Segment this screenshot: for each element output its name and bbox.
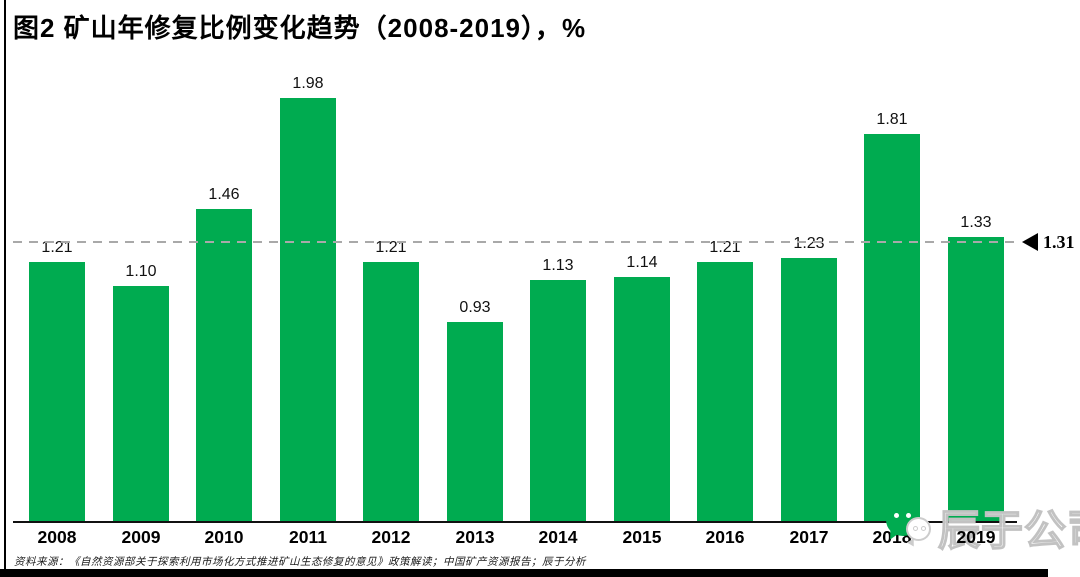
bar [113, 286, 169, 521]
chart-title: 图2 矿山年修复比例变化趋势（2008-2019），% [13, 13, 587, 43]
left-triangle-arrow-icon [1022, 233, 1038, 251]
x-axis-tick-label: 2010 [204, 527, 244, 547]
bar [864, 134, 920, 521]
bottom-bar [0, 569, 1048, 577]
wechat-eye [913, 526, 918, 531]
bar-value-label: 1.98 [292, 75, 324, 92]
bar-value-label: 1.13 [542, 257, 574, 274]
x-axis-tick-label: 2012 [371, 527, 411, 547]
wechat-eye [921, 526, 926, 531]
bar [447, 322, 503, 521]
left-border-line [4, 0, 6, 577]
wechat-eye [894, 513, 899, 518]
bar [781, 258, 837, 521]
x-axis-tick-label: 2016 [705, 527, 745, 547]
x-axis-tick-label: 2019 [956, 527, 996, 547]
bar-value-label: 1.33 [960, 214, 992, 231]
wechat-eye [906, 513, 911, 518]
x-axis-tick-label: 2013 [455, 527, 495, 547]
bar [530, 280, 586, 521]
x-axis-tick-label: 2017 [789, 527, 829, 547]
wechat-small-bubble [906, 517, 931, 541]
x-axis-tick-label: 2009 [121, 527, 161, 547]
bar-value-label: 1.21 [709, 239, 741, 256]
bar [196, 209, 252, 521]
bar [614, 277, 670, 521]
bar-value-label: 1.10 [125, 263, 157, 280]
x-axis-line [13, 521, 1017, 523]
reference-line [13, 241, 1017, 243]
bar [280, 98, 336, 521]
bar [29, 262, 85, 521]
x-axis-tick-label: 2011 [289, 527, 327, 547]
bar [697, 262, 753, 521]
bar-value-label: 1.21 [41, 239, 73, 256]
wechat-icon [884, 500, 940, 550]
bar-value-label: 1.14 [626, 254, 658, 271]
reference-line-label: 1.31 [1043, 232, 1075, 252]
x-axis-tick-label: 2014 [538, 527, 578, 547]
bar-value-label: 1.21 [375, 239, 407, 256]
x-axis-tick-label: 2015 [622, 527, 662, 547]
bar-value-label: 1.23 [793, 235, 825, 252]
bar-value-label: 0.93 [459, 299, 491, 316]
bar [363, 262, 419, 521]
bar-value-label: 1.46 [208, 186, 240, 203]
bar-value-label: 1.81 [876, 111, 908, 128]
watermark-text: 辰于公司 [937, 506, 1080, 555]
source-note: 资料来源：《自然资源部关于探索利用市场化方式推进矿山生态修复的意见》政策解读；中… [14, 557, 586, 568]
bar [948, 237, 1004, 521]
x-axis-tick-label: 2008 [37, 527, 77, 547]
